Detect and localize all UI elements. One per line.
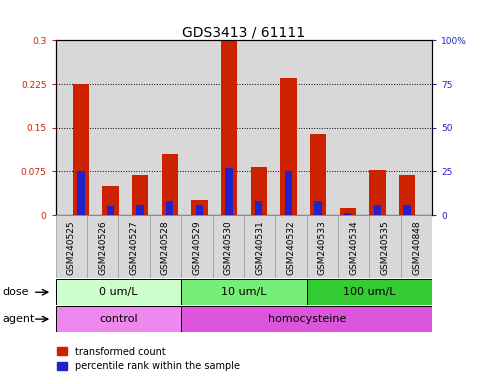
Legend: transformed count, percentile rank within the sample: transformed count, percentile rank withi… (53, 343, 243, 375)
Bar (310, 134, 326, 215)
Bar (307, 215, 338, 278)
Bar (344, 213, 352, 215)
Bar (136, 205, 144, 215)
Text: GSM240525: GSM240525 (67, 220, 76, 275)
Bar (56, 215, 87, 278)
Text: GSM240530: GSM240530 (224, 220, 233, 275)
Bar (107, 206, 114, 215)
Text: GSM240848: GSM240848 (412, 220, 421, 275)
Bar (191, 200, 208, 215)
Bar (162, 154, 178, 215)
Bar (251, 167, 267, 215)
Bar (226, 168, 233, 215)
Bar (338, 215, 369, 278)
Bar (56, 306, 181, 332)
Text: agent: agent (2, 314, 35, 324)
Bar (280, 78, 297, 215)
Text: GSM240532: GSM240532 (286, 220, 296, 275)
Bar (181, 215, 213, 278)
Bar (275, 215, 307, 278)
Bar (401, 215, 432, 278)
Text: GSM240534: GSM240534 (349, 220, 358, 275)
Text: 100 um/L: 100 um/L (343, 287, 396, 297)
Text: homocysteine: homocysteine (268, 314, 346, 324)
Bar (374, 205, 381, 215)
Text: GSM240528: GSM240528 (161, 220, 170, 275)
Bar (399, 175, 415, 215)
Bar (181, 279, 307, 305)
Bar (307, 279, 432, 305)
Bar (213, 215, 244, 278)
Bar (102, 186, 119, 215)
Text: control: control (99, 314, 138, 324)
Text: GSM240535: GSM240535 (381, 220, 390, 275)
Title: GDS3413 / 61111: GDS3413 / 61111 (183, 25, 305, 39)
Bar (314, 201, 322, 215)
Bar (132, 175, 148, 215)
Bar (284, 171, 292, 215)
Text: dose: dose (2, 287, 29, 297)
Bar (77, 171, 85, 215)
Text: GSM240527: GSM240527 (129, 220, 139, 275)
Bar (196, 205, 203, 215)
Bar (403, 205, 411, 215)
Text: 0 um/L: 0 um/L (99, 287, 138, 297)
Bar (72, 84, 89, 215)
Bar (369, 170, 385, 215)
Text: GSM240529: GSM240529 (192, 220, 201, 275)
Bar (340, 208, 356, 215)
Bar (118, 215, 150, 278)
Bar (244, 215, 275, 278)
Bar (87, 215, 118, 278)
Text: GSM240533: GSM240533 (318, 220, 327, 275)
Bar (369, 215, 401, 278)
Bar (255, 201, 262, 215)
Bar (181, 306, 432, 332)
Bar (166, 201, 173, 215)
Bar (150, 215, 181, 278)
Text: GSM240531: GSM240531 (255, 220, 264, 275)
Bar (221, 40, 237, 215)
Text: GSM240526: GSM240526 (98, 220, 107, 275)
Bar (56, 279, 181, 305)
Text: 10 um/L: 10 um/L (221, 287, 267, 297)
